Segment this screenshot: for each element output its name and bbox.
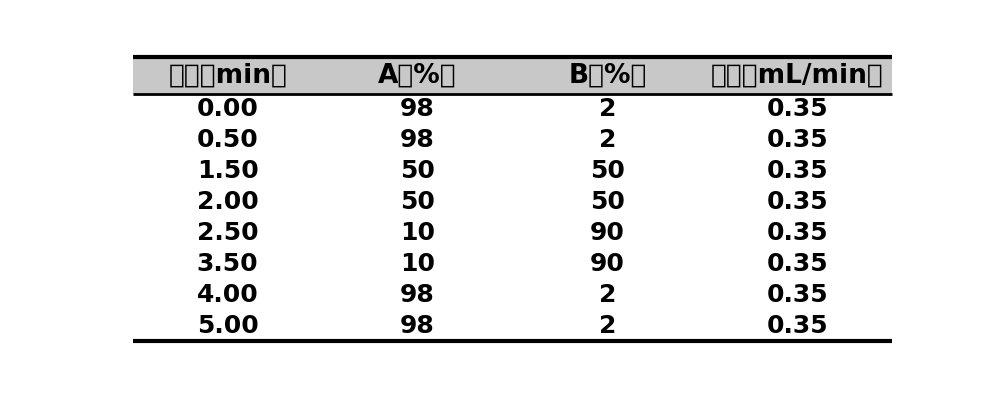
Text: 2: 2 [599,97,616,121]
Text: 3.50: 3.50 [197,252,258,276]
Text: B（%）: B（%） [568,62,647,89]
Text: 0.35: 0.35 [767,221,828,245]
Text: 98: 98 [400,97,435,121]
Text: 90: 90 [590,221,625,245]
Text: 1.50: 1.50 [197,159,259,183]
Text: 90: 90 [590,252,625,276]
Text: 0.50: 0.50 [197,128,259,152]
Text: 50: 50 [590,159,625,183]
Text: 4.00: 4.00 [197,283,259,307]
Text: 0.35: 0.35 [767,159,828,183]
Text: 98: 98 [400,283,435,307]
Text: 0.35: 0.35 [767,314,828,338]
Text: A（%）: A（%） [378,62,457,89]
Text: 10: 10 [400,252,435,276]
Text: 2: 2 [599,314,616,338]
Text: 10: 10 [400,221,435,245]
Text: 2: 2 [599,128,616,152]
Text: 0.35: 0.35 [767,283,828,307]
Text: 0.35: 0.35 [767,128,828,152]
Text: 98: 98 [400,128,435,152]
Text: 0.35: 0.35 [767,97,828,121]
Text: 5.00: 5.00 [197,314,259,338]
Text: 98: 98 [400,314,435,338]
Text: 0.35: 0.35 [767,252,828,276]
Text: 0.35: 0.35 [767,190,828,214]
Text: 时间（min）: 时间（min） [168,62,287,89]
Text: 50: 50 [400,190,435,214]
Text: 50: 50 [590,190,625,214]
Text: 50: 50 [400,159,435,183]
Text: 2.00: 2.00 [197,190,259,214]
Text: 2: 2 [599,283,616,307]
Text: 2.50: 2.50 [197,221,258,245]
Text: 0.00: 0.00 [197,97,259,121]
Text: 流速（mL/min）: 流速（mL/min） [711,62,884,89]
